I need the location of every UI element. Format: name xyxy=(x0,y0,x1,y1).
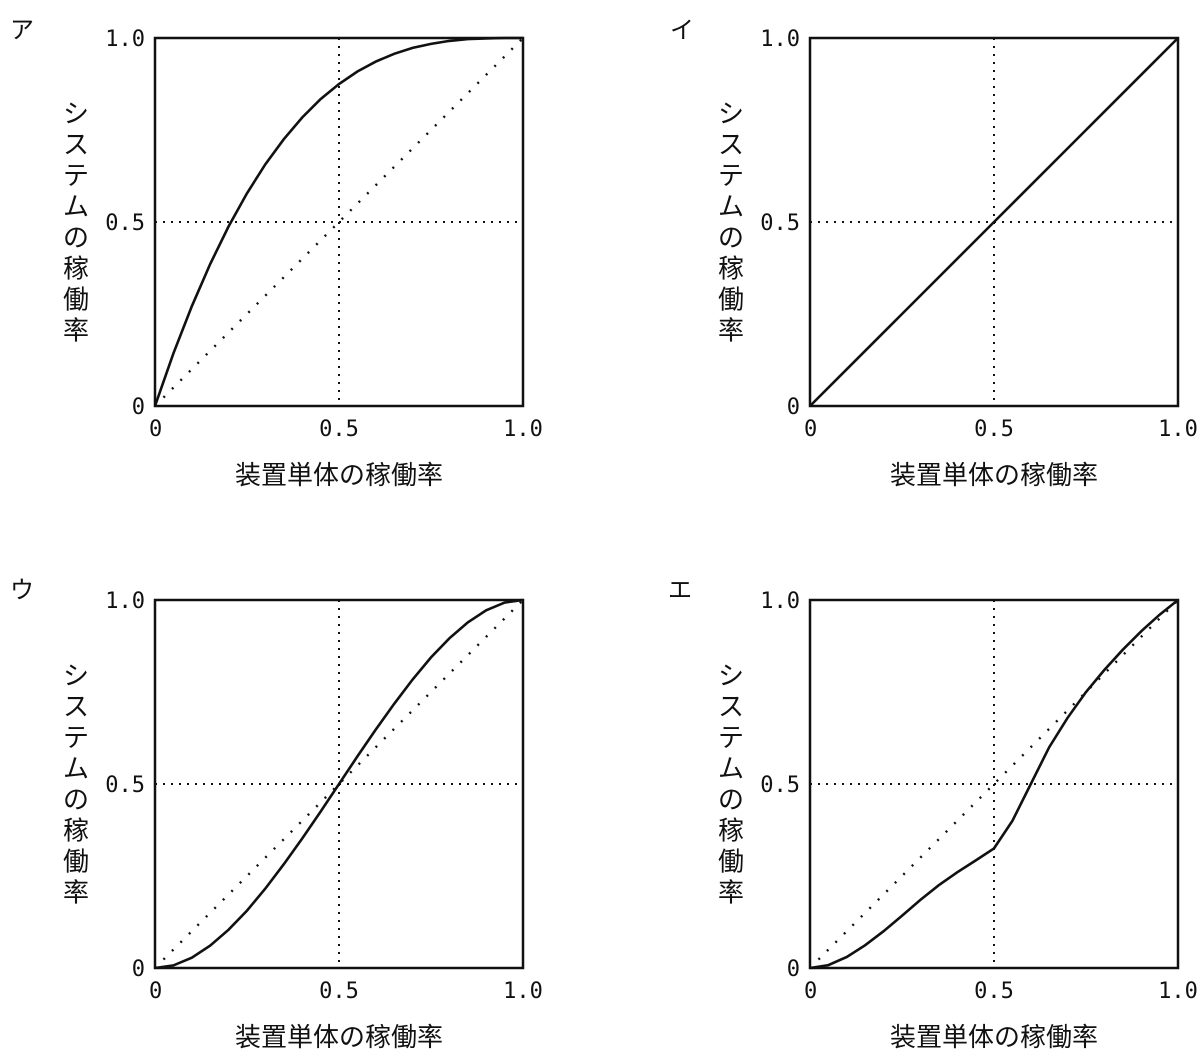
x-tick-label: 0.5 xyxy=(319,979,359,1004)
x-tick-label: 1.0 xyxy=(1158,979,1198,1004)
x-tick-label: 0.5 xyxy=(319,417,359,442)
chart-panel-3: ウ 0 0.5 1.0 0 0.5 1.0 装置単体の稼働率 システムの稼働率 xyxy=(10,576,543,1053)
x-tick-label: 0 xyxy=(804,417,817,442)
reference-line-diagonal xyxy=(154,599,524,969)
series-line-1 xyxy=(809,37,1179,407)
panel-label: エ xyxy=(668,576,692,604)
series-line-1 xyxy=(153,36,523,407)
x-axis-label: 装置単体の稼働率 xyxy=(235,1023,443,1053)
y-tick-label: 1.0 xyxy=(105,589,145,614)
y-tick-label: 0.5 xyxy=(105,211,145,236)
y-tick-label: 0.5 xyxy=(760,773,800,798)
y-tick-label: 1.0 xyxy=(760,27,800,52)
series-line-1 xyxy=(809,598,1179,970)
plot-frame xyxy=(153,598,525,970)
x-tick-label: 0 xyxy=(804,979,817,1004)
y-axis-label: システムの稼働率 xyxy=(718,662,744,909)
panel-label: ウ xyxy=(10,576,34,604)
series-line-1 xyxy=(154,598,524,970)
x-axis-label: 装置単体の稼働率 xyxy=(890,1023,1098,1053)
x-tick-label: 1.0 xyxy=(503,979,543,1004)
x-tick-label: 1.0 xyxy=(1158,417,1198,442)
y-tick-label: 0 xyxy=(132,395,145,420)
panel-label: イ xyxy=(670,16,694,44)
x-tick-label: 0 xyxy=(149,979,162,1004)
x-axis-label: 装置単体の稼働率 xyxy=(235,461,443,491)
y-axis-label: システムの稼働率 xyxy=(718,100,744,347)
chart-panel-1: ア 0 0.5 1.0 0 0.5 1.0 装置単体の稼働率 システムの稼働率 xyxy=(10,16,543,491)
y-tick-label: 1.0 xyxy=(760,589,800,614)
x-tick-label: 0.5 xyxy=(974,979,1014,1004)
y-tick-label: 0.5 xyxy=(760,211,800,236)
chart-panel-2: イ 0 0.5 1.0 0 0.5 1.0 装置単体の稼働率 システムの稼働率 xyxy=(670,16,1198,491)
reference-line-diagonal xyxy=(809,599,1179,969)
plot-frame xyxy=(808,36,1180,408)
chart-panel-4: エ 0 0.5 1.0 0 0.5 1.0 装置単体の稼働率 システムの稼働率 xyxy=(668,576,1198,1053)
y-axis-label: システムの稼働率 xyxy=(63,662,89,909)
x-axis-label: 装置単体の稼働率 xyxy=(890,461,1098,491)
y-tick-label: 0.5 xyxy=(105,773,145,798)
y-axis-label: システムの稼働率 xyxy=(63,100,89,347)
x-tick-label: 0.5 xyxy=(974,417,1014,442)
panel-label: ア xyxy=(10,16,34,44)
y-tick-label: 0 xyxy=(132,957,145,982)
y-tick-label: 0 xyxy=(787,395,800,420)
y-tick-label: 0 xyxy=(787,957,800,982)
reference-line-diagonal xyxy=(154,37,524,407)
y-tick-label: 1.0 xyxy=(105,27,145,52)
plot-frame xyxy=(153,36,525,408)
plot-frame xyxy=(808,598,1180,970)
x-tick-label: 1.0 xyxy=(503,417,543,442)
x-tick-label: 0 xyxy=(149,417,162,442)
